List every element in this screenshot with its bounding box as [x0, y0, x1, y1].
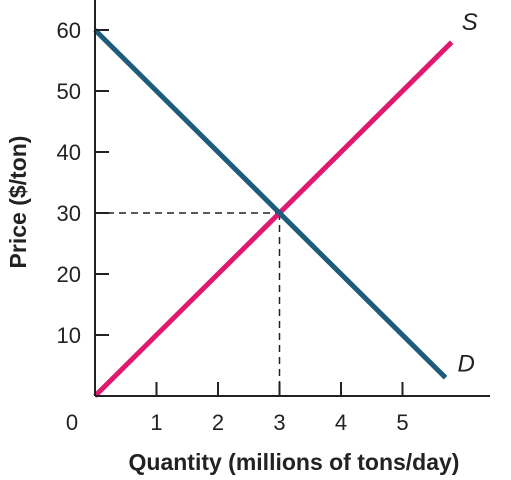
- y-tick-label: 40: [57, 140, 81, 165]
- x-tick-label: 0: [66, 410, 78, 435]
- y-tick-label: 60: [57, 18, 81, 43]
- equilibrium-reference-lines: [95, 212, 281, 396]
- x-tick-label: 4: [335, 410, 347, 435]
- curves: [93, 28, 454, 398]
- labels: 10 20 30 40 50 60 0 1 2 3 4 5 S D: [57, 9, 478, 435]
- x-tick-label: 2: [212, 410, 224, 435]
- x-tick-label: 3: [273, 410, 285, 435]
- x-tick-label: 1: [150, 410, 162, 435]
- supply-curve-label: S: [462, 9, 478, 36]
- axes: [94, 0, 490, 397]
- supply-curve: [93, 40, 454, 398]
- y-axis-title: Price ($/ton): [5, 136, 31, 269]
- y-tick-label: 20: [57, 262, 81, 287]
- y-tick-label: 10: [57, 323, 81, 348]
- x-tick-label: 5: [396, 410, 408, 435]
- demand-curve: [93, 28, 448, 380]
- ticks: [95, 29, 404, 396]
- y-tick-label: 50: [57, 79, 81, 104]
- demand-curve-label: D: [458, 351, 475, 378]
- x-axis-title: Quantity (millions of tons/day): [129, 449, 460, 475]
- y-tick-label: 30: [57, 201, 81, 226]
